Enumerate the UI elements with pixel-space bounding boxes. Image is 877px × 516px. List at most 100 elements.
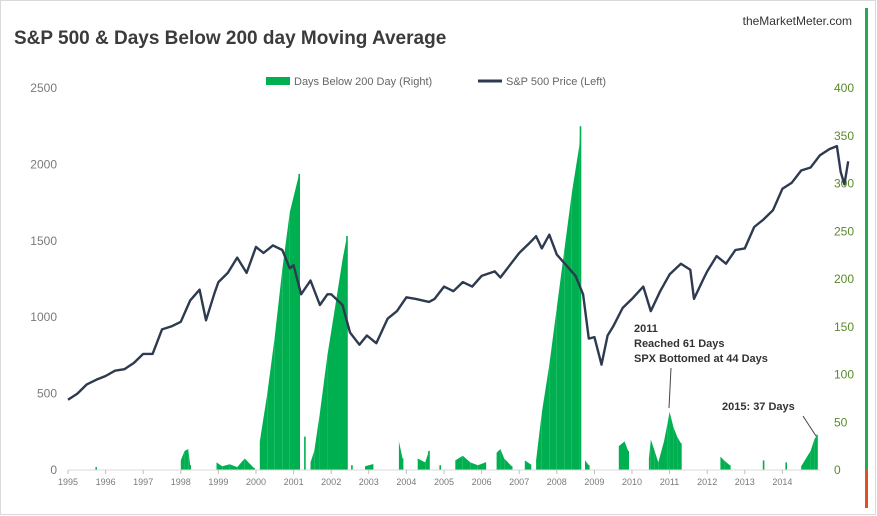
days-below-bar (428, 450, 430, 470)
days-below-bar (585, 460, 589, 470)
left-tick-label: 0 (50, 463, 57, 477)
days-below-bar (667, 411, 670, 470)
right-edge-bar (865, 8, 868, 508)
left-tick-label: 2000 (30, 157, 57, 171)
x-tick-label: 2006 (472, 477, 492, 487)
days-below-bar (500, 449, 505, 470)
days-below-bar (477, 462, 486, 470)
annotation-2015: 2015: 37 Days (722, 401, 817, 437)
days-below-bar (189, 465, 191, 470)
days-below-bar (564, 193, 572, 470)
x-tick-label: 1998 (171, 477, 191, 487)
days-below-bar (556, 250, 565, 470)
days-below-bar (669, 411, 674, 470)
days-below-bar (680, 443, 682, 470)
days-below-bar (371, 464, 374, 470)
days-below-bar (664, 422, 668, 470)
legend-label-days: Days Below 200 Day (Right) (294, 76, 432, 88)
x-tick-label: 1995 (58, 477, 78, 487)
days-below-bar (335, 259, 343, 470)
x-tick-label: 2000 (246, 477, 266, 487)
chart-title: S&P 500 & Days Below 200 day Moving Aver… (14, 28, 446, 49)
days-below-bar (541, 364, 550, 470)
days-below-bar (417, 458, 426, 470)
left-tick-label: 1000 (30, 310, 57, 324)
days-below-bar (342, 236, 347, 470)
legend-label-price: S&P 500 Price (Left) (506, 76, 606, 88)
x-tick-label: 2012 (697, 477, 717, 487)
days-below-bar (184, 449, 189, 470)
right-tick-label: 350 (834, 129, 854, 143)
x-tick-label: 2001 (284, 477, 304, 487)
x-tick-label: 1999 (208, 477, 228, 487)
x-tick-label: 2008 (547, 477, 567, 487)
days-below-bar (314, 412, 320, 470)
days-below-bar (237, 458, 245, 470)
x-tick-label: 2002 (321, 477, 341, 487)
days-below-bar (762, 460, 765, 470)
days-below-bar (351, 465, 353, 470)
days-below-bar (298, 173, 300, 470)
days-below-bar (274, 269, 283, 470)
days-below-bar (253, 468, 255, 470)
annotation-2011-line-3: SPX Bottomed at 44 Days (634, 353, 768, 365)
days-below-bar (536, 412, 542, 470)
days-below-bar (267, 336, 275, 470)
days-below-bar (455, 455, 463, 470)
x-tick-label: 2013 (735, 477, 755, 487)
days-below-bar (673, 427, 678, 470)
days-below-bar (648, 439, 651, 470)
days-below-bar (95, 467, 97, 470)
days-below-bar (259, 393, 268, 470)
days-below-200-series (95, 126, 818, 471)
right-edge-bar-accent (865, 470, 868, 508)
days-below-bar (484, 462, 487, 470)
days-below-bar (401, 458, 404, 470)
days-below-bar (462, 455, 471, 470)
days-below-bar (304, 436, 306, 470)
days-below-bar (244, 458, 255, 470)
days-below-bar (282, 212, 290, 470)
left-axis: 0 500 1000 1500 2000 2500 (30, 81, 57, 477)
x-tick-label: 1997 (133, 477, 153, 487)
days-below-bar (310, 450, 315, 470)
days-below-bar (549, 307, 557, 470)
x-tick-label: 2010 (622, 477, 642, 487)
days-below-bar (510, 466, 513, 470)
days-below-bar (398, 441, 403, 470)
days-below-bar (524, 460, 531, 470)
days-below-bar (327, 307, 335, 470)
right-tick-label: 50 (834, 415, 848, 429)
annotation-2011-pointer (668, 367, 672, 409)
days-below-bar (810, 439, 815, 470)
legend-swatch-days (266, 77, 290, 85)
days-below-bar (677, 436, 681, 470)
days-below-bar (180, 450, 185, 470)
source-label: theMarketMeter.com (743, 14, 852, 28)
days-below-bar (496, 449, 501, 470)
x-tick-label: 2005 (434, 477, 454, 487)
days-below-bar (188, 449, 191, 470)
right-tick-label: 100 (834, 368, 854, 382)
days-below-bar (801, 450, 811, 470)
right-tick-label: 0 (834, 463, 841, 477)
days-below-bar (470, 462, 478, 470)
right-tick-label: 150 (834, 320, 854, 334)
sp500-price-line (67, 144, 850, 401)
left-tick-label: 1500 (30, 234, 57, 248)
days-below-bar (658, 441, 664, 470)
days-below-bar (365, 464, 373, 470)
days-below-bar (785, 462, 787, 470)
days-below-bar (729, 465, 731, 470)
x-tick-label: 2003 (359, 477, 379, 487)
annotation-2011-line-2: Reached 61 Days (634, 338, 725, 350)
days-below-bar (618, 441, 625, 470)
legend: Days Below 200 Day (Right) S&P 500 Price… (266, 76, 606, 88)
x-tick-label: 2004 (396, 477, 416, 487)
days-below-bar (289, 173, 300, 470)
days-below-bar (229, 464, 238, 470)
left-tick-label: 500 (37, 387, 57, 401)
annotation-2015-pointer (802, 415, 817, 437)
